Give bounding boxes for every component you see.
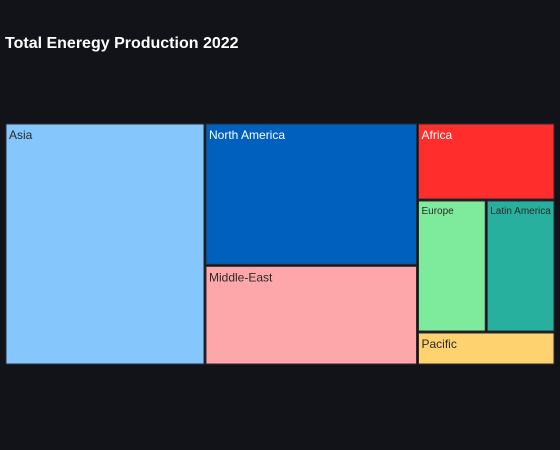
treemap-label-africa: Africa bbox=[422, 128, 453, 142]
treemap-tile-pacific[interactable] bbox=[418, 332, 555, 365]
treemap-tile-north-america[interactable] bbox=[205, 123, 417, 265]
treemap-label-pacific: Pacific bbox=[422, 337, 457, 351]
treemap-tile-africa[interactable] bbox=[418, 123, 555, 200]
treemap-label-middle-east: Middle-East bbox=[209, 270, 273, 284]
treemap-label-asia: Asia bbox=[9, 128, 33, 142]
treemap-label-north-america: North America bbox=[209, 128, 285, 142]
treemap-label-europe: Europe bbox=[422, 206, 455, 217]
chart-title: Total Eneregy Production 2022 bbox=[5, 35, 239, 52]
treemap-tile-europe[interactable] bbox=[418, 200, 486, 332]
treemap-tile-middle-east[interactable] bbox=[205, 265, 417, 365]
treemap-tile-latin-america[interactable] bbox=[486, 200, 555, 332]
treemap-label-latin-america: Latin America bbox=[490, 206, 551, 217]
treemap-tile-asia[interactable] bbox=[5, 123, 205, 365]
